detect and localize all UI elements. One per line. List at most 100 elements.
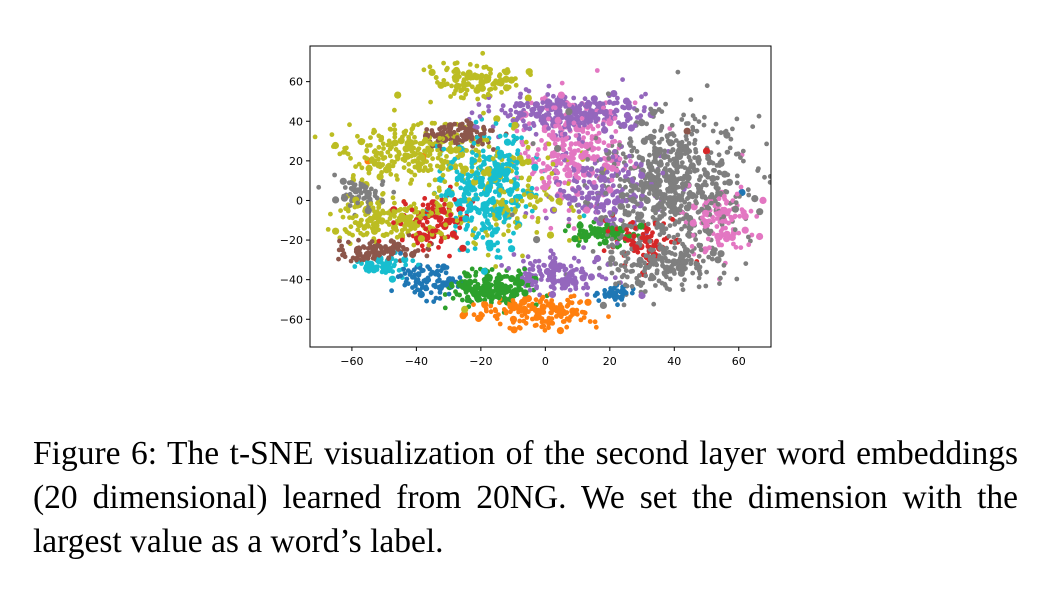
scatter-point [401,165,407,171]
scatter-point [567,287,573,293]
scatter-point [489,298,494,303]
scatter-point [583,281,589,287]
scatter-point [557,91,565,99]
scatter-point [679,226,684,232]
x-tick-label: −60 [340,355,363,368]
scatter-point [639,94,644,100]
scatter-point [749,232,755,238]
scatter-point [480,292,486,298]
scatter-point [566,216,572,222]
scatter-point [536,258,542,264]
scatter-point [710,160,716,166]
scatter-point [704,269,709,275]
scatter-point [598,157,603,162]
scatter-point [721,262,727,268]
scatter-point [496,272,502,278]
scatter-point [383,244,388,249]
scatter-point [527,261,533,266]
scatter-point [604,217,610,223]
scatter-point [495,146,501,151]
scatter-point [364,207,372,215]
scatter-point [460,169,466,174]
scatter-point [628,223,634,229]
scatter-point [566,223,571,229]
scatter-point [403,128,409,134]
scatter-point [332,172,337,178]
scatter-point [615,288,620,294]
scatter-point [461,125,467,131]
scatter-point [665,138,671,144]
scatter-point [576,222,584,230]
scatter-point [558,314,564,320]
scatter-point [350,187,355,193]
scatter-point [527,202,533,208]
scatter-point [622,264,628,270]
scatter-point [481,301,489,309]
scatter-point [646,191,652,196]
scatter-point [603,108,609,114]
scatter-point [721,214,727,220]
scatter-point [714,256,722,264]
scatter-point [505,228,511,234]
scatter-point [525,282,531,288]
scatter-point [463,91,469,97]
scatter-point [629,148,635,154]
scatter-point [587,273,596,281]
scatter-point [376,144,382,150]
scatter-point [532,101,541,109]
scatter-point [519,175,524,181]
scatter-point [542,208,548,214]
scatter-point [398,273,404,279]
scatter-point [689,244,695,249]
scatter-point [472,226,478,232]
scatter-point [496,312,501,317]
scatter-point [411,201,417,207]
scatter-point [480,141,485,147]
scatter-point [554,314,559,319]
scatter-point [461,77,467,82]
scatter-point [550,129,556,135]
scatter-point [472,246,478,252]
scatter-point [746,242,752,248]
scatter-point [457,225,463,231]
scatter-point [467,284,472,290]
scatter-point [460,297,465,303]
scatter-point [566,208,572,213]
scatter-point [355,200,361,206]
scatter-point [452,156,458,162]
scatter-point [537,109,543,115]
scatter-point [643,196,651,204]
scatter-point [512,318,517,323]
scatter-point [427,64,433,70]
scatter-point [564,135,570,141]
scatter-point [700,258,706,264]
scatter-point [526,309,531,315]
scatter-point [632,100,638,106]
scatter-point [672,240,677,246]
scatter-point [435,194,440,200]
scatter-point [531,204,537,210]
scatter-point [642,238,648,244]
tsne-scatter-chart: −60 −40 −20 0 20 40 60 60 40 20 0 −20 −40 −60 [280,45,772,368]
scatter-point [485,274,493,282]
scatter-point [412,172,418,178]
scatter-point [606,119,614,127]
scatter-point [592,319,598,325]
scatter-point [625,203,631,209]
scatter-point [642,268,647,274]
scatter-point [624,192,630,198]
scatter-point [600,204,606,210]
scatter-point [596,146,601,152]
scatter-point [347,215,352,221]
scatter-point [546,83,552,89]
scatter-point [374,223,380,229]
scatter-point [475,171,481,177]
scatter-point [565,297,570,303]
scatter-point [364,148,370,154]
scatter-point [472,290,478,296]
scatter-point [425,205,431,211]
scatter-point [526,177,531,183]
scatter-point [533,194,539,200]
scatter-point [522,266,528,272]
scatter-point [440,172,446,178]
